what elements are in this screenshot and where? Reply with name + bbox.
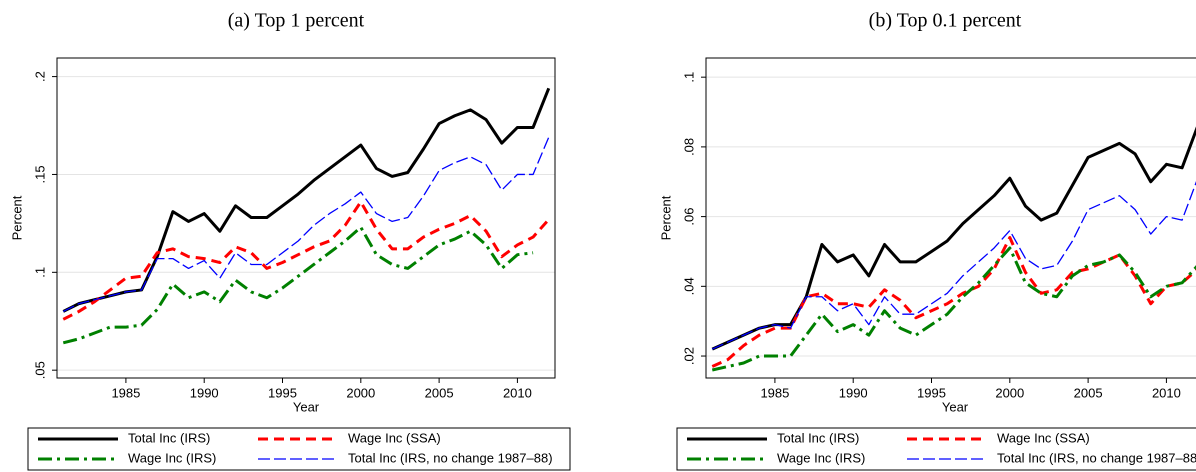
y-tick-label: .1 (681, 72, 696, 83)
y-tick-label: .04 (681, 277, 696, 295)
x-tick-label: 1985 (111, 385, 140, 400)
legend-label: Wage Inc (IRS) (128, 450, 216, 465)
x-tick-label: 2010 (1152, 385, 1181, 400)
y-tick-label: .08 (681, 138, 696, 156)
legend-label: Total Inc (IRS, no change 1987–88) (997, 450, 1196, 465)
x-tick-label: 2005 (425, 385, 454, 400)
x-tick-label: 2005 (1074, 385, 1103, 400)
x-tick-label: 2000 (346, 385, 375, 400)
legend-box (27, 427, 571, 471)
y-axis-label: Percent (658, 195, 673, 240)
y-tick-label: .06 (681, 208, 696, 226)
y-tick-label: .2 (32, 71, 47, 82)
series-line (711, 246, 1196, 372)
y-tick-label: .02 (681, 347, 696, 365)
x-axis-label: Year (293, 399, 320, 414)
legend-box (676, 427, 1196, 471)
plot-area (62, 87, 551, 345)
series-line (62, 137, 550, 313)
legend-label: Wage Inc (SSA) (348, 430, 441, 445)
x-axis-label: Year (942, 399, 969, 414)
legend-label: Total Inc (IRS, no change 1987–88) (348, 450, 553, 465)
series-line (711, 236, 1196, 368)
y-tick-label: .05 (32, 361, 47, 379)
x-tick-label: 2000 (995, 385, 1024, 400)
series-line (62, 225, 534, 345)
y-tick-label: .1 (32, 267, 47, 278)
x-tick-label: 1990 (190, 385, 219, 400)
y-tick-label: .15 (32, 165, 47, 183)
chart-title: (a) Top 1 percent (228, 10, 365, 32)
legend-label: Total Inc (IRS) (128, 430, 210, 445)
chart-title: (b) Top 0.1 percent (869, 10, 1022, 32)
plot-frame (56, 57, 556, 379)
legend-label: Total Inc (IRS) (777, 430, 859, 445)
series-line (711, 126, 1196, 351)
legend-label: Wage Inc (IRS) (777, 450, 865, 465)
legend-label: Wage Inc (SSA) (997, 430, 1090, 445)
series-line (711, 181, 1196, 350)
plot-area (711, 126, 1196, 372)
series-line (62, 200, 550, 321)
x-tick-label: 1990 (839, 385, 868, 400)
y-axis-label: Percent (9, 195, 24, 240)
x-tick-label: 1995 (917, 385, 946, 400)
plot-frame (705, 57, 1196, 379)
x-tick-label: 1995 (268, 385, 297, 400)
x-tick-label: 2010 (503, 385, 532, 400)
x-tick-label: 1985 (760, 385, 789, 400)
